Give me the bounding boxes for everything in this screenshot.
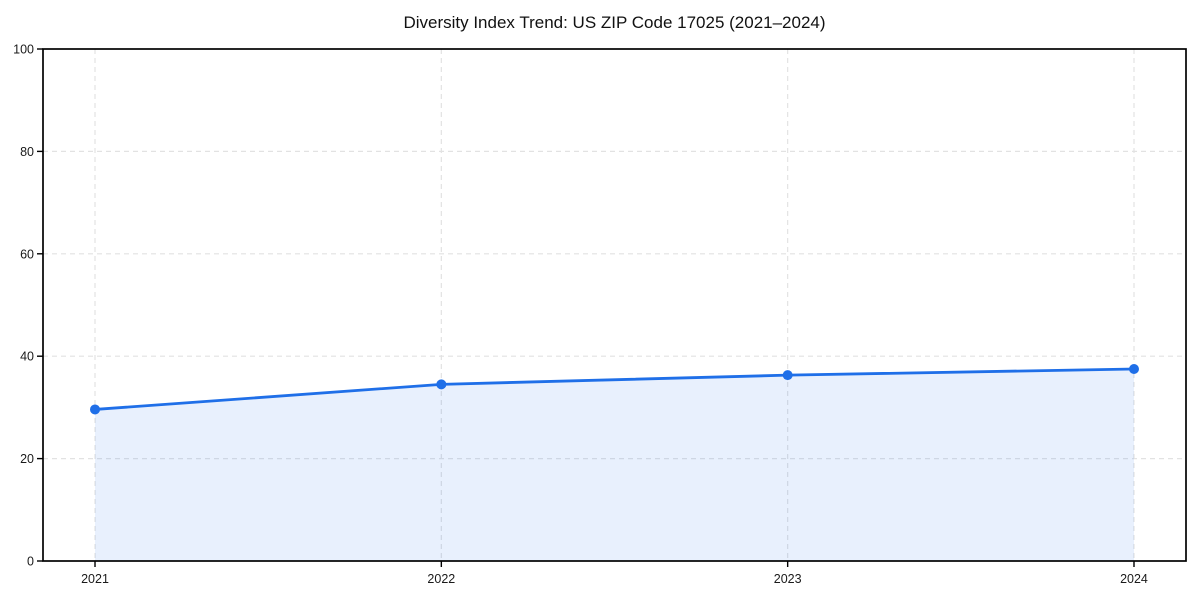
y-tick-label-0: 0 xyxy=(27,555,34,569)
data-point-2022 xyxy=(436,379,447,390)
chart-title: Diversity Index Trend: US ZIP Code 17025… xyxy=(403,13,826,32)
x-tick-label-2023: 2023 xyxy=(774,572,802,586)
data-point-2024 xyxy=(1128,364,1139,374)
y-tick-label-80: 80 xyxy=(20,145,34,159)
trend-line xyxy=(93,367,1136,411)
y-tick-label-60: 60 xyxy=(20,247,34,261)
data-point-2023 xyxy=(782,370,793,381)
x-tick-label-2024: 2024 xyxy=(1120,572,1148,586)
y-tick-label-40: 40 xyxy=(20,350,34,364)
data-point-2021 xyxy=(90,404,101,415)
y-tick-label-20: 20 xyxy=(20,452,34,466)
plot-border xyxy=(42,48,1187,562)
area-fill xyxy=(95,369,1134,561)
x-tick-label-2021: 2021 xyxy=(81,572,109,586)
y-tick-label-100: 100 xyxy=(13,43,34,57)
x-tick-label-2022: 2022 xyxy=(427,572,455,586)
